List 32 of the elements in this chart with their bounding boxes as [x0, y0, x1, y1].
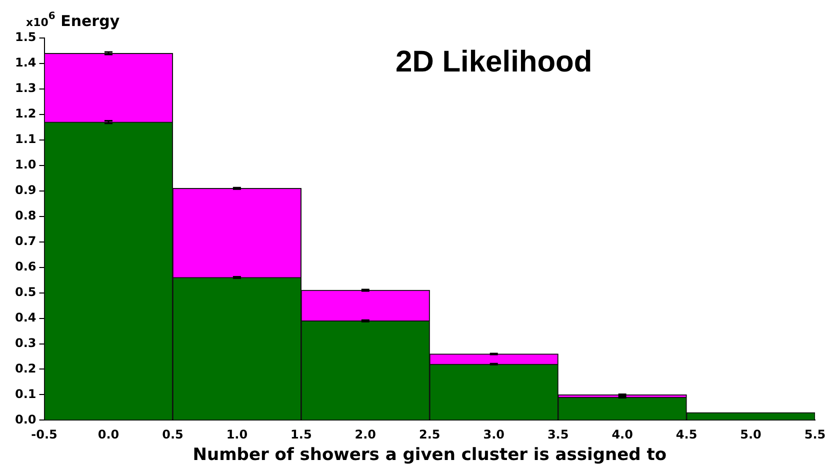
y-tick-label: 1.0: [14, 158, 36, 172]
y-tick-label: 0.7: [14, 234, 36, 248]
y-tick-label: 0.4: [14, 310, 36, 324]
x-tick-label: 3.0: [483, 428, 504, 442]
y-tick-label: 1.2: [14, 106, 36, 121]
y-axis-title: x106 Energy: [26, 11, 120, 30]
x-tick-label: 2.0: [354, 428, 376, 442]
x-tick-label: 0.5: [162, 428, 184, 442]
x-tick-label: 3.5: [547, 428, 569, 442]
x-tick-label: 0.0: [98, 428, 120, 442]
y-tick-label: 0.6: [14, 259, 36, 274]
x-tick-label: -0.5: [31, 428, 58, 442]
y-tick-label: 1.5: [14, 30, 36, 44]
y-tick-label: 1.3: [14, 81, 36, 96]
x-tick-label: 4.5: [676, 428, 698, 442]
y-tick-label: 0.1: [14, 386, 36, 401]
y-tick-label: 1.1: [14, 132, 36, 146]
y-tick-label: 0.5: [14, 284, 36, 299]
y-tick-label: 0.2: [14, 361, 36, 376]
y-tick-label: 0.3: [14, 336, 36, 350]
x-tick-label: 4.0: [612, 428, 633, 442]
y-tick-label: 0.9: [14, 183, 36, 198]
chart-title: 2D Likelihood: [396, 45, 592, 78]
x-tick-label: 1.5: [290, 428, 312, 442]
x-axis-title: Number of showers a given cluster is assigned to: [192, 445, 667, 466]
x-tick-label: 5.5: [804, 428, 826, 442]
y-tick-label: 0.0: [14, 412, 36, 426]
x-tick-label: 1.0: [226, 428, 248, 442]
x-tick-label: 5.0: [740, 428, 762, 442]
y-tick-label: 1.4: [14, 56, 36, 70]
y-tick-label: 0.8: [14, 208, 36, 222]
x-tick-label: 2.5: [418, 428, 440, 442]
